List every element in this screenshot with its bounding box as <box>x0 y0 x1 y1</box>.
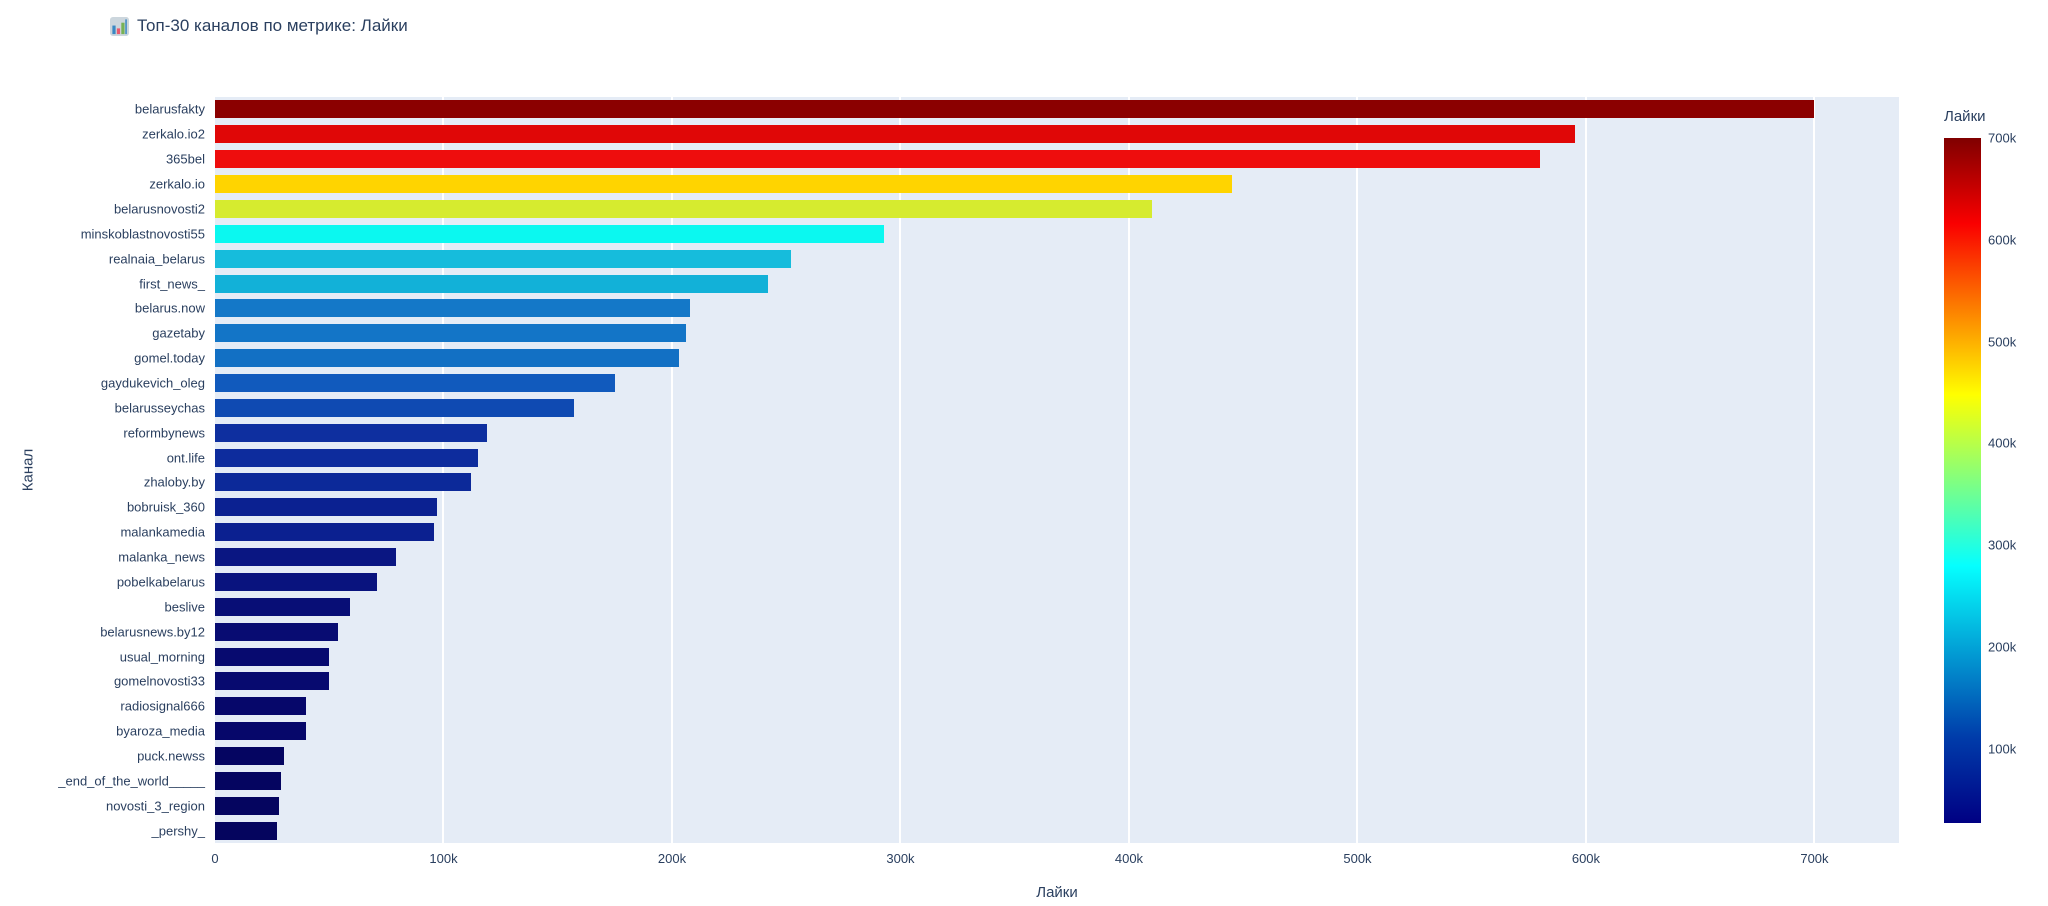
gridline-400k <box>1127 97 1130 843</box>
bar-first_news_[interactable] <box>215 274 768 293</box>
colorbar-title: Лайки <box>1944 108 1986 125</box>
y-tick-label: belarusseychas <box>114 400 205 416</box>
bar-bobruisk_360[interactable] <box>215 498 437 517</box>
bar-malanka_news[interactable] <box>215 548 396 567</box>
bar-ont.life[interactable] <box>215 448 478 467</box>
chart-title: Топ-30 каналов по метрике: Лайки <box>110 16 408 36</box>
bar-gaydukevich_oleg[interactable] <box>215 373 615 392</box>
bar-usual_morning[interactable] <box>215 647 330 666</box>
gridline-500k <box>1356 97 1359 843</box>
x-tick-label: 100k <box>429 851 458 866</box>
y-tick-label: belarusnews.by12 <box>100 624 205 640</box>
y-tick-label: beslive <box>164 599 205 615</box>
bar-belarusfakty[interactable] <box>215 100 1815 119</box>
y-tick-label: pobelkabelarus <box>116 574 205 590</box>
bar-belarusnovosti2[interactable] <box>215 199 1152 218</box>
bar-chart-icon <box>110 16 129 36</box>
y-tick-label: ont.life <box>166 450 205 466</box>
plot-area[interactable] <box>215 97 1899 843</box>
colorbar-tick-label: 300k <box>1988 537 2017 553</box>
bar-beslive[interactable] <box>215 597 350 616</box>
y-tick-label: gaydukevich_oleg <box>100 375 205 391</box>
y-tick-label: belarusnovosti2 <box>113 201 205 217</box>
y-tick-label: 365bel <box>165 151 205 167</box>
x-tick-label: 400k <box>1114 851 1144 866</box>
y-tick-label: usual_morning <box>119 649 205 664</box>
colorbar-gradient <box>1944 138 1981 823</box>
bar-365bel[interactable] <box>215 150 1541 169</box>
chart-title-text: Топ-30 каналов по метрике: Лайки <box>137 16 408 35</box>
colorbar-tick-label: 600k <box>1988 232 2017 248</box>
bar-novosti_3_region[interactable] <box>215 796 279 815</box>
gridline-600k <box>1584 97 1587 843</box>
x-tick-label: 500k <box>1343 851 1372 866</box>
y-tick-label: malanka_news <box>118 549 205 565</box>
bar-puck.newss[interactable] <box>215 746 284 765</box>
x-tick-label: 200k <box>657 851 687 866</box>
bar-zerkalo.io2[interactable] <box>215 125 1575 144</box>
gridline-700k <box>1813 97 1816 843</box>
bar-byaroza_media[interactable] <box>215 722 307 741</box>
bar-gomel.today[interactable] <box>215 349 679 368</box>
y-tick-label: belarusfakty <box>134 101 205 117</box>
colorbar-tick-label: 500k <box>1988 334 2017 350</box>
bar-_end_of_the_world_____[interactable] <box>215 771 282 790</box>
bar-radiosignal666[interactable] <box>215 697 307 716</box>
y-tick-label: puck.newss <box>137 748 205 764</box>
colorbar-tick-label: 100k <box>1988 741 2017 757</box>
colorbar-tick-label: 400k <box>1988 435 2017 451</box>
bar-zhaloby.by[interactable] <box>215 473 471 492</box>
colorbar-tick-label: 200k <box>1988 639 2017 655</box>
y-tick-label: novosti_3_region <box>105 798 205 814</box>
y-tick-label: _end_of_the_world_____ <box>58 773 205 789</box>
gridline-200k <box>670 97 673 843</box>
x-axis-title: Лайки <box>1036 884 1078 901</box>
bar-zerkalo.io[interactable] <box>215 175 1232 194</box>
y-tick-label: realnaia_belarus <box>108 251 205 267</box>
gridline-100k <box>442 97 445 843</box>
y-tick-label: belarus.now <box>134 300 205 316</box>
y-tick-label: zerkalo.io2 <box>142 126 205 142</box>
x-tick-label: 0 <box>211 851 219 866</box>
y-tick-label: zhaloby.by <box>143 474 205 490</box>
bar-gomelnovosti33[interactable] <box>215 672 330 691</box>
y-tick-label: gomelnovosti33 <box>113 673 205 689</box>
y-tick-label: gazetaby <box>152 325 205 341</box>
y-tick-label: reformbynews <box>123 425 205 441</box>
bar-belarusnews.by12[interactable] <box>215 622 339 641</box>
bar-minskoblastnovosti55[interactable] <box>215 224 885 243</box>
y-tick-label: radiosignal666 <box>120 698 205 714</box>
y-tick-label: zerkalo.io <box>149 176 205 192</box>
y-tick-label: first_news_ <box>139 276 205 291</box>
colorbar-tick-label: 700k <box>1988 130 2017 146</box>
y-tick-label: bobruisk_360 <box>126 499 205 515</box>
bar-realnaia_belarus[interactable] <box>215 249 791 268</box>
bar-_pershy_[interactable] <box>215 821 277 840</box>
y-tick-label: gomel.today <box>134 350 205 366</box>
y-tick-label: _pershy_ <box>151 823 205 839</box>
y-tick-label: minskoblastnovosti55 <box>80 226 205 242</box>
y-tick-label: byaroza_media <box>116 723 205 739</box>
bar-reformbynews[interactable] <box>215 423 487 442</box>
y-tick-label: malankamedia <box>120 524 205 540</box>
x-tick-label: 300k <box>886 851 915 866</box>
y-tick-labels: belarusfakty zerkalo.io2 365bel zerkalo.io b… <box>0 97 210 843</box>
bar-malankamedia[interactable] <box>215 523 435 542</box>
bar-belarus.now[interactable] <box>215 299 691 318</box>
x-tick-label: 700k <box>1800 851 1829 866</box>
x-tick-label: 600k <box>1571 851 1601 866</box>
bar-belarusseychas[interactable] <box>215 398 574 417</box>
gridline-300k <box>899 97 902 843</box>
bar-gazetaby[interactable] <box>215 324 686 343</box>
bar-pobelkabelarus[interactable] <box>215 572 378 591</box>
